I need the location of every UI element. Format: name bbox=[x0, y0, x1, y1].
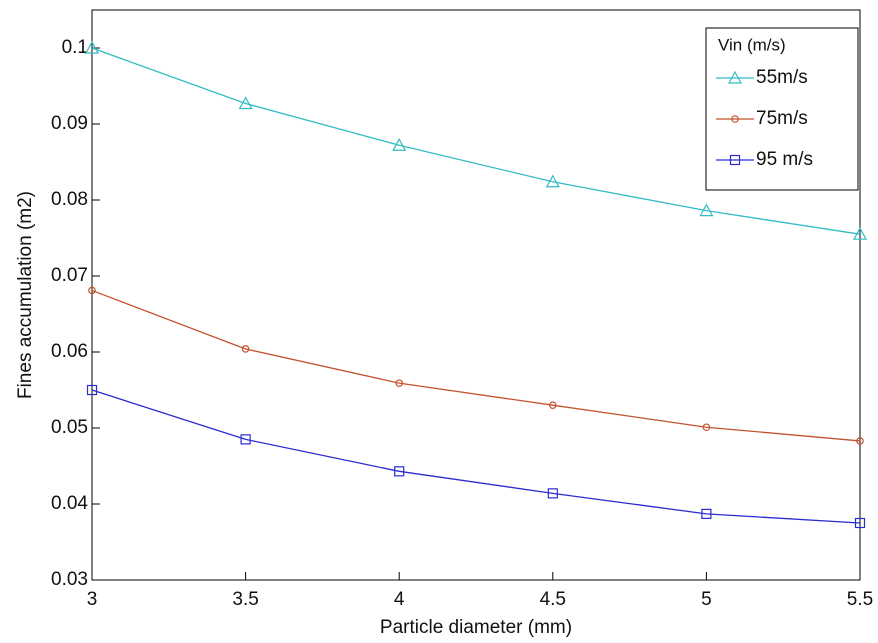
legend-label: 75m/s bbox=[756, 108, 808, 129]
y-axis-label: Fines accumulation (m2) bbox=[15, 191, 36, 399]
series-line bbox=[91, 47, 861, 235]
y-tick-label: 0.05 bbox=[51, 417, 88, 438]
marker bbox=[729, 154, 741, 166]
marker bbox=[548, 401, 557, 410]
marker bbox=[727, 70, 743, 84]
y-tick-label: 0.06 bbox=[51, 341, 88, 362]
x-tick-label: 3 bbox=[87, 589, 98, 610]
series-line bbox=[91, 389, 861, 524]
marker bbox=[702, 423, 711, 432]
x-tick-label: 4.5 bbox=[540, 589, 566, 610]
marker bbox=[852, 226, 868, 240]
marker bbox=[241, 345, 250, 353]
x-tick-label: 4 bbox=[394, 589, 405, 610]
marker bbox=[392, 138, 407, 151]
marker bbox=[238, 96, 253, 110]
legend-label: 55m/s bbox=[756, 67, 808, 88]
legend-box bbox=[705, 27, 859, 191]
y-tick-label: 0.03 bbox=[51, 569, 88, 590]
marker bbox=[394, 466, 405, 477]
y-tick-label: 0.04 bbox=[51, 493, 88, 514]
marker bbox=[547, 488, 558, 499]
y-tick-label: 0.08 bbox=[51, 189, 88, 210]
marker bbox=[395, 379, 404, 387]
marker bbox=[88, 286, 96, 295]
x-tick-label: 3.5 bbox=[232, 589, 258, 610]
legend-title: Vin (m/s) bbox=[718, 35, 786, 54]
marker bbox=[854, 517, 866, 529]
y-tick-label: 0.1 bbox=[62, 37, 88, 58]
marker bbox=[731, 115, 739, 123]
marker bbox=[701, 508, 712, 519]
legend-label: 95 m/s bbox=[756, 149, 813, 170]
marker bbox=[240, 434, 251, 445]
series-line bbox=[91, 289, 861, 442]
plot-frame bbox=[91, 9, 861, 581]
x-tick-label: 5 bbox=[701, 589, 712, 610]
y-tick-label: 0.09 bbox=[51, 113, 88, 134]
marker bbox=[84, 40, 100, 54]
marker bbox=[545, 174, 560, 188]
marker bbox=[856, 437, 864, 445]
marker bbox=[699, 203, 714, 217]
x-tick-label: 5.5 bbox=[847, 589, 873, 610]
x-axis-label: Particle diameter (mm) bbox=[380, 617, 572, 638]
legend: Vin (m/s) 55m/s 75m/s 95 m/s bbox=[705, 27, 859, 191]
marker bbox=[86, 384, 98, 396]
y-tick-label: 0.07 bbox=[51, 265, 88, 286]
